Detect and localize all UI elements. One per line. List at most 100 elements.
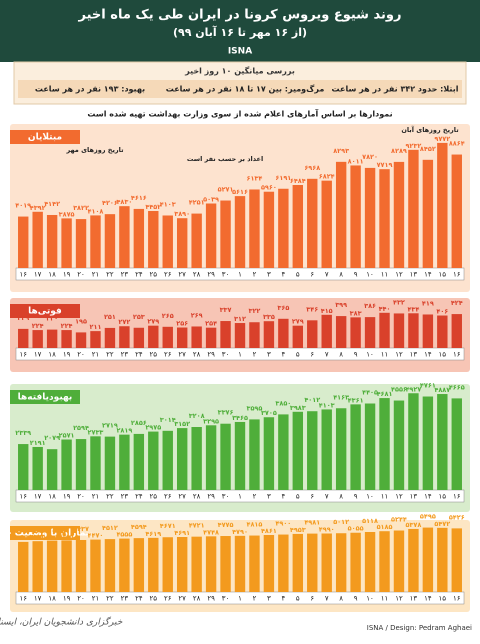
- value-label: ۲۸۱۹: [116, 427, 132, 435]
- bar: [263, 321, 275, 348]
- value-label: ۴۹۸۱: [304, 519, 320, 527]
- bar: [191, 536, 202, 592]
- value-label: ۴۳۳۵: [30, 533, 46, 541]
- bar: [162, 537, 173, 592]
- value-label: ۲۲۴: [32, 322, 44, 330]
- value-label: ۴۲۴: [451, 299, 463, 307]
- value-label: ۸۴۵۲: [420, 145, 436, 153]
- panel-title: فوتی‌ها: [28, 307, 62, 317]
- x-tick-label: ۱۶: [453, 595, 461, 603]
- x-tick-label: ۱۴: [424, 595, 432, 603]
- bar: [18, 216, 29, 268]
- bar: [321, 314, 332, 348]
- annotation: اعداد بر حسب نفر است: [187, 155, 263, 163]
- bar: [234, 323, 246, 348]
- value-label: ۴۹۲۷: [405, 385, 421, 393]
- x-tick-label: ۲۷: [178, 493, 186, 501]
- value-label: ۳۸۳: [350, 309, 362, 317]
- bar: [32, 446, 43, 490]
- bar: [263, 417, 275, 490]
- bar: [451, 528, 462, 592]
- value-label: ۴۳۴: [407, 305, 419, 313]
- value-label: ۳۱۵۲: [174, 420, 190, 428]
- x-tick-label: ۱۸: [48, 351, 56, 359]
- x-tick-label: ۱۶: [453, 271, 461, 279]
- x-tick-label: ۶: [310, 351, 314, 359]
- bar: [133, 327, 145, 348]
- value-label: ۴۴۰۱: [59, 532, 75, 540]
- x-tick-label: ۴: [281, 595, 285, 603]
- bar: [148, 537, 159, 592]
- x-tick-label: ۲۹: [207, 271, 215, 279]
- bar: [148, 211, 159, 268]
- bar: [90, 436, 101, 490]
- x-tick-label: ۶: [310, 271, 314, 279]
- bar: [205, 327, 217, 348]
- x-tick-label: ۳: [267, 351, 271, 359]
- x-tick-label: ۲۹: [207, 351, 215, 359]
- value-label: ۶۸۲۴: [319, 173, 335, 181]
- bar: [422, 396, 434, 490]
- value-label: ۷۸۲۰: [362, 153, 378, 161]
- value-label: ۵۶۱۶: [232, 188, 248, 196]
- value-label: ۹۲۳۲: [405, 142, 421, 150]
- x-tick-label: ۱: [238, 595, 242, 603]
- x-tick-label: ۱۱: [381, 595, 389, 603]
- value-label: ۳۲۹۵: [203, 417, 219, 425]
- x-tick-label: ۱: [238, 271, 242, 279]
- value-label: ۴۷۲۱: [189, 522, 205, 530]
- bar: [451, 398, 462, 490]
- bar: [176, 218, 188, 268]
- panel-title-tab: [10, 526, 80, 540]
- value-label: ۴۱۰۳: [160, 200, 176, 208]
- value-label: ۶۱۹۱: [275, 174, 291, 182]
- x-tick-label: ۲۱: [92, 595, 100, 603]
- value-label: ۴۳۲: [393, 298, 405, 306]
- bar: [292, 533, 304, 592]
- x-tick-label: ۲۶: [164, 493, 172, 501]
- x-tick-label: ۵: [296, 595, 300, 603]
- bar: [249, 419, 260, 490]
- bar: [278, 414, 289, 490]
- x-tick-label: ۷: [325, 351, 329, 359]
- x-tick-label: ۱: [238, 351, 242, 359]
- value-label: ۳۸۲۲: [73, 204, 89, 212]
- x-tick-label: ۸: [339, 595, 343, 603]
- x-tick-label: ۹: [354, 351, 358, 359]
- bar: [379, 169, 390, 268]
- x-tick-label: ۱۴: [424, 271, 432, 279]
- panel-title-tab: [10, 130, 80, 144]
- value-label: ۴۶۷۱: [160, 522, 176, 530]
- x-tick-label: ۱۵: [439, 351, 447, 359]
- bar: [393, 161, 405, 268]
- bar: [191, 213, 202, 268]
- x-tick-label: ۱۳: [410, 493, 418, 501]
- value-label: ۴۵۱۲: [102, 524, 118, 532]
- value-label: ۳۵۹۵: [247, 404, 263, 412]
- x-tick-label: ۱۴: [424, 351, 432, 359]
- x-tick-label: ۴: [281, 493, 285, 501]
- x-tick-label: ۳: [267, 493, 271, 501]
- x-tick-label: ۲۳: [121, 493, 129, 501]
- value-label: ۲۶۹: [191, 311, 203, 319]
- value-label: ۹۷۷۲: [434, 135, 450, 143]
- bar: [46, 214, 58, 268]
- value-label: ۳۴۶۵: [232, 414, 248, 422]
- x-tick-label: ۱۳: [410, 351, 418, 359]
- value-label: ۴۲۷۴: [15, 527, 31, 535]
- x-tick-label: ۱۶: [453, 351, 461, 359]
- x-tick-label: ۲۹: [207, 595, 215, 603]
- x-tick-label: ۲۰: [77, 271, 85, 279]
- bar: [379, 531, 390, 592]
- x-tick-label: ۲۵: [150, 351, 158, 359]
- bar: [249, 189, 260, 268]
- value-label: ۴۶۱۹: [145, 530, 161, 538]
- bar: [90, 539, 101, 592]
- value-label: ۲۲۴: [61, 322, 73, 330]
- x-tick-label: ۵: [296, 271, 300, 279]
- x-tick-label: ۲۵: [150, 493, 158, 501]
- x-tick-label: ۲۸: [193, 493, 201, 501]
- bar: [133, 208, 145, 268]
- x-tick-label: ۲۱: [92, 351, 100, 359]
- subtitle: (از ۱۶ مهر تا ۱۶ آبان ۹۹): [173, 25, 307, 39]
